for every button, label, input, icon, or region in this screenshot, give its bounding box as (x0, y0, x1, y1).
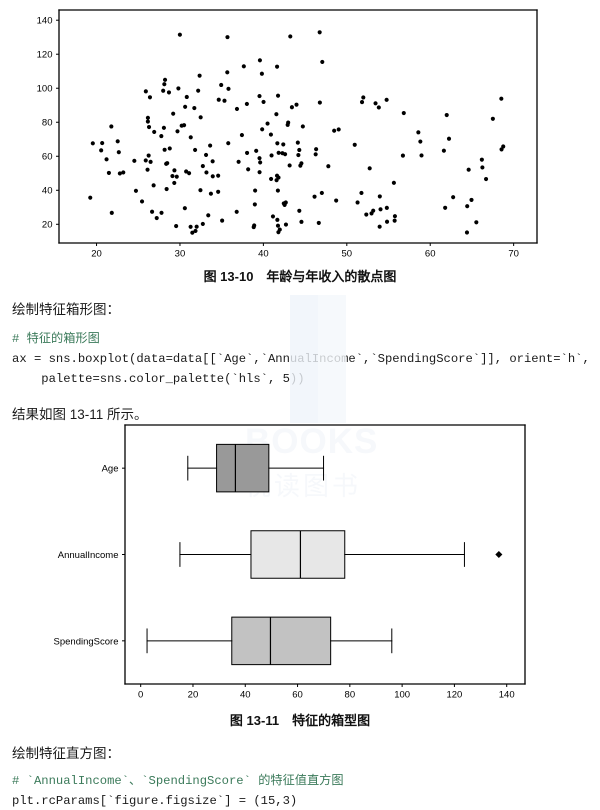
svg-text:120: 120 (37, 50, 53, 61)
svg-text:80: 80 (42, 118, 53, 129)
svg-text:40: 40 (240, 689, 251, 700)
svg-text:70: 70 (508, 248, 519, 259)
svg-text:60: 60 (425, 248, 436, 259)
svg-text:Age: Age (102, 464, 119, 475)
svg-text:20: 20 (188, 689, 199, 700)
svg-text:140: 140 (37, 16, 53, 27)
svg-text:100: 100 (394, 689, 410, 700)
svg-text:100: 100 (37, 84, 53, 95)
svg-text:0: 0 (138, 689, 143, 700)
svg-text:60: 60 (292, 689, 303, 700)
svg-text:60: 60 (42, 152, 53, 163)
svg-text:30: 30 (175, 248, 186, 259)
svg-text:AnnualIncome: AnnualIncome (58, 550, 119, 561)
svg-text:140: 140 (499, 689, 515, 700)
svg-text:120: 120 (446, 689, 462, 700)
svg-text:40: 40 (258, 248, 269, 259)
svg-text:20: 20 (91, 248, 102, 259)
svg-text:20: 20 (42, 220, 53, 231)
svg-text:80: 80 (345, 689, 356, 700)
svg-text:40: 40 (42, 186, 53, 197)
svg-text:SpendingScore: SpendingScore (54, 636, 119, 647)
svg-text:50: 50 (342, 248, 353, 259)
